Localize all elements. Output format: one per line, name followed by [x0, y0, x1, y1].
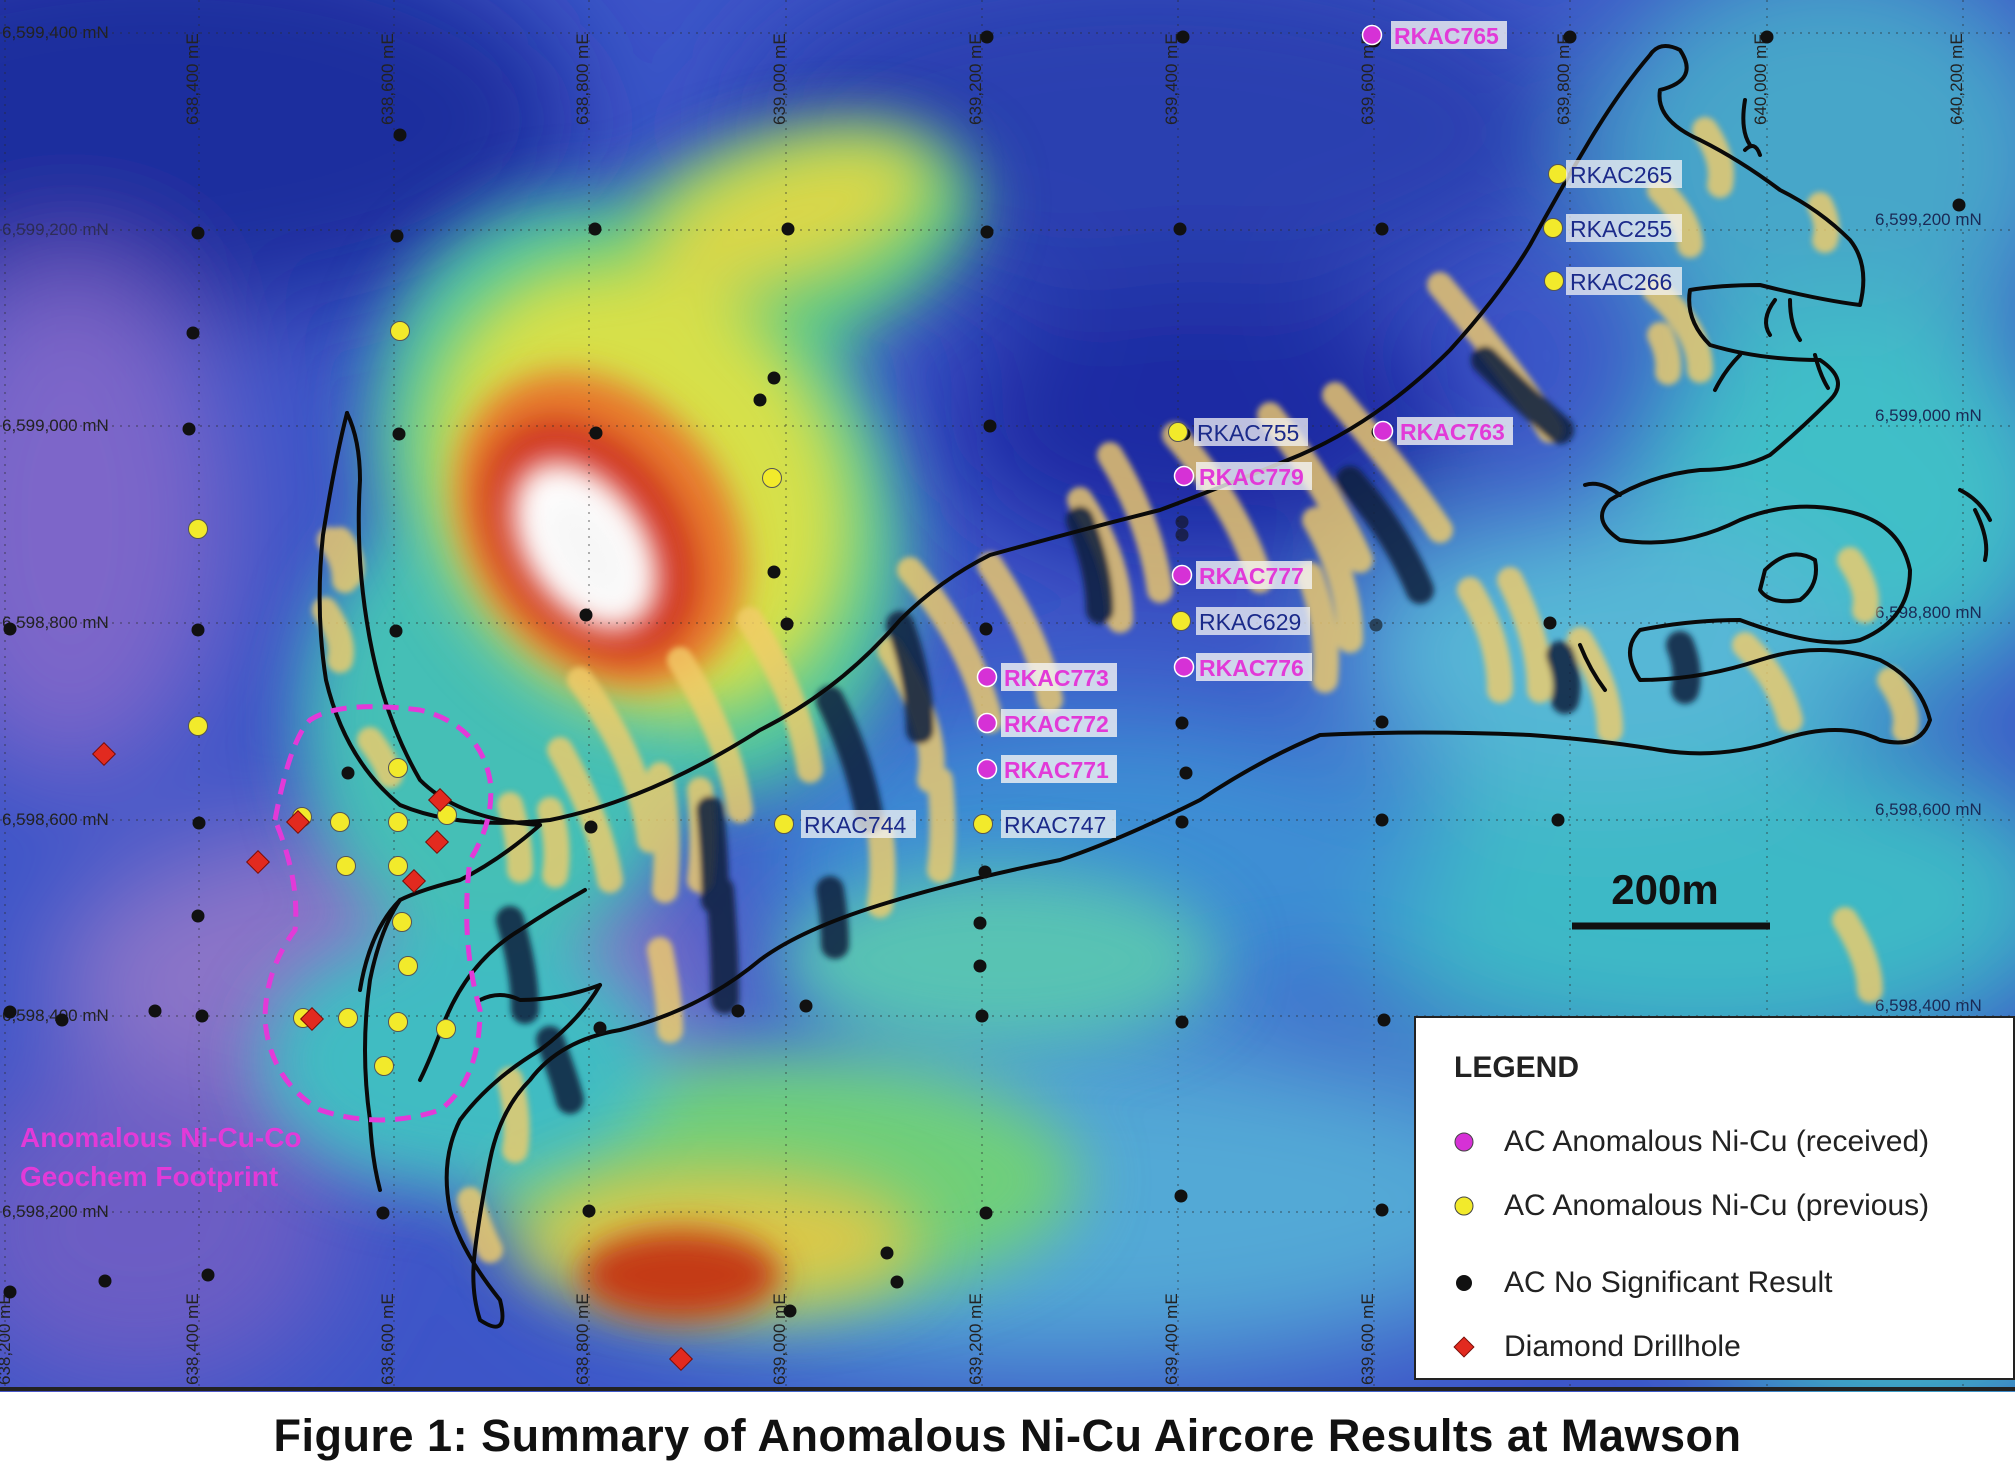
hole-rkac777[interactable]: RKAC777 [1171, 561, 1313, 589]
hole-label: RKAC265 [1570, 162, 1672, 188]
northing-label: 6,599,000 mN [2, 416, 109, 435]
hole-rkac771[interactable]: RKAC771 [976, 755, 1118, 783]
hole-label: RKAC777 [1199, 563, 1304, 589]
hole-label: RKAC779 [1199, 464, 1304, 490]
ac-previous-holes [188, 321, 782, 1076]
northing-label: 6,598,800 mN [2, 613, 109, 632]
easting-label: 639,600 mE [1358, 33, 1377, 125]
red-diamond-icon [1453, 1336, 1475, 1358]
northing-label: 6,598,200 mN [2, 1202, 109, 1221]
hole-rkac765[interactable]: RKAC765 [1361, 21, 1508, 49]
northing-label: 6,599,200 mN [1875, 210, 1982, 229]
hole-rkac755[interactable]: RKAC755 [1168, 418, 1309, 446]
northing-label: 6,598,600 mN [1875, 800, 1982, 819]
northing-label: 6,598,400 mN [1875, 996, 1982, 1015]
figure-caption: Figure 1: Summary of Anomalous Ni-Cu Air… [273, 1409, 1742, 1461]
northing-label: 6,599,400 mN [2, 23, 109, 42]
footprint-label: Anomalous Ni-Cu-Co [20, 1122, 302, 1153]
hole-rkac772[interactable]: RKAC772 [976, 709, 1118, 737]
easting-label: 638,600 mE [378, 1293, 397, 1385]
easting-label: 639,400 mE [1162, 1293, 1181, 1385]
hole-rkac747[interactable]: RKAC747 [973, 810, 1117, 838]
hole-label: RKAC763 [1400, 419, 1505, 445]
easting-label: 638,400 mE [183, 1293, 202, 1385]
hole-label: RKAC747 [1004, 812, 1106, 838]
easting-label: 639,600 mE [1358, 1293, 1377, 1385]
scale-bar-label: 200m [1611, 866, 1718, 913]
northing-label: 6,599,000 mN [1875, 406, 1982, 425]
legend-label: AC Anomalous Ni-Cu (received) [1504, 1125, 1930, 1158]
easting-label: 639,200 mE [966, 33, 985, 125]
easting-label: 638,600 mE [378, 33, 397, 125]
figure-caption-bar: Figure 1: Summary of Anomalous Ni-Cu Air… [0, 1392, 2015, 1479]
easting-label: 639,000 mE [770, 33, 789, 125]
northing-label: 6,598,400 mN [2, 1006, 109, 1025]
hole-label: RKAC776 [1199, 655, 1304, 681]
hole-label: RKAC773 [1004, 665, 1109, 691]
hole-label: RKAC266 [1570, 269, 1672, 295]
northing-label: 6,599,200 mN [2, 220, 109, 239]
hole-rkac744[interactable]: RKAC744 [774, 810, 917, 838]
hole-label: RKAC755 [1197, 420, 1299, 446]
hole-label: RKAC765 [1394, 23, 1499, 49]
hole-rkac629[interactable]: RKAC629 [1171, 607, 1311, 635]
map-canvas[interactable]: 6,599,400 mN 6,599,200 mN 6,599,000 mN 6… [0, 0, 2015, 1392]
hole-rkac773[interactable]: RKAC773 [976, 663, 1118, 691]
hole-rkac255[interactable]: RKAC255 [1543, 214, 1683, 242]
magenta-circle-icon [1454, 1132, 1474, 1152]
footprint-label: Geochem Footprint [20, 1161, 278, 1192]
hole-rkac763[interactable]: RKAC763 [1372, 417, 1514, 445]
easting-label: 638,400 mE [183, 33, 202, 125]
legend: LEGEND AC Anomalous Ni-Cu (received) AC … [1414, 1016, 2015, 1380]
scale-bar: 200m [1572, 866, 1770, 930]
hole-rkac779[interactable]: RKAC779 [1173, 462, 1313, 490]
hole-label: RKAC744 [804, 812, 906, 838]
black-circle-icon [1456, 1275, 1472, 1291]
legend-title: LEGEND [1454, 1051, 1580, 1084]
easting-label: 638,800 mE [573, 33, 592, 125]
easting-label: 640,000 mE [1751, 33, 1770, 125]
hole-label: RKAC255 [1570, 216, 1672, 242]
legend-label: AC Anomalous Ni-Cu (previous) [1504, 1189, 1930, 1222]
hole-rkac265[interactable]: RKAC265 [1548, 160, 1683, 188]
easting-label: 639,400 mE [1162, 33, 1181, 125]
hole-rkac776[interactable]: RKAC776 [1173, 653, 1313, 681]
yellow-circle-icon [1454, 1196, 1474, 1216]
easting-label: 638,200 mE [0, 1293, 14, 1385]
magnetic-map[interactable]: 6,599,400 mN 6,599,200 mN 6,599,000 mN 6… [0, 0, 2015, 1392]
legend-label: AC No Significant Result [1504, 1266, 1833, 1299]
diamond-drillholes [91, 741, 694, 1372]
hole-rkac266[interactable]: RKAC266 [1544, 267, 1683, 295]
easting-label: 639,200 mE [966, 1293, 985, 1385]
easting-label: 639,800 mE [1554, 33, 1573, 125]
hole-label: RKAC772 [1004, 711, 1109, 737]
legend-label: Diamond Drillhole [1504, 1330, 1741, 1363]
easting-label: 639,000 mE [770, 1293, 789, 1385]
hole-label: RKAC771 [1004, 757, 1109, 783]
easting-label: 640,200 mE [1947, 33, 1966, 125]
easting-label: 638,800 mE [573, 1293, 592, 1385]
geochem-footprint: Anomalous Ni-Cu-Co Geochem Footprint [20, 704, 494, 1192]
labeled-holes: RKAC765 RKAC265 RKAC255 RKAC266 RKAC755 … [774, 21, 1683, 838]
northing-label: 6,598,600 mN [2, 810, 109, 829]
hole-label: RKAC629 [1199, 609, 1301, 635]
